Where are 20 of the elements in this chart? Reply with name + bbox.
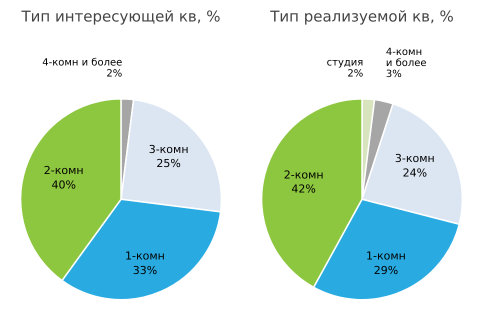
data-label: 40% — [51, 178, 76, 192]
chart-title: Тип интересующей кв, % — [20, 8, 221, 26]
data-label: 29% — [374, 264, 398, 278]
data-label: 3% — [386, 68, 402, 80]
slice-label: 1-комн — [125, 250, 165, 263]
slice-label: 3-комн — [394, 152, 435, 165]
slice-label: 1-комн — [366, 250, 406, 263]
chart-title: Тип реализуемой кв, % — [269, 8, 454, 26]
data-label: 33% — [132, 264, 158, 278]
slice-label: 4-комн и более — [386, 46, 427, 69]
data-label: 2% — [106, 68, 122, 80]
data-label: 25% — [156, 157, 181, 170]
slice-label: 2-комн — [284, 168, 324, 182]
data-label: 42% — [291, 182, 316, 196]
slice-label: 4-комн и более — [42, 58, 122, 69]
slice-label: студия — [326, 58, 364, 69]
slice-label: 2-комн — [44, 164, 84, 178]
data-label: 24% — [402, 166, 428, 180]
data-label: 2% — [347, 68, 364, 80]
slice-label: 3-комн — [148, 142, 189, 156]
